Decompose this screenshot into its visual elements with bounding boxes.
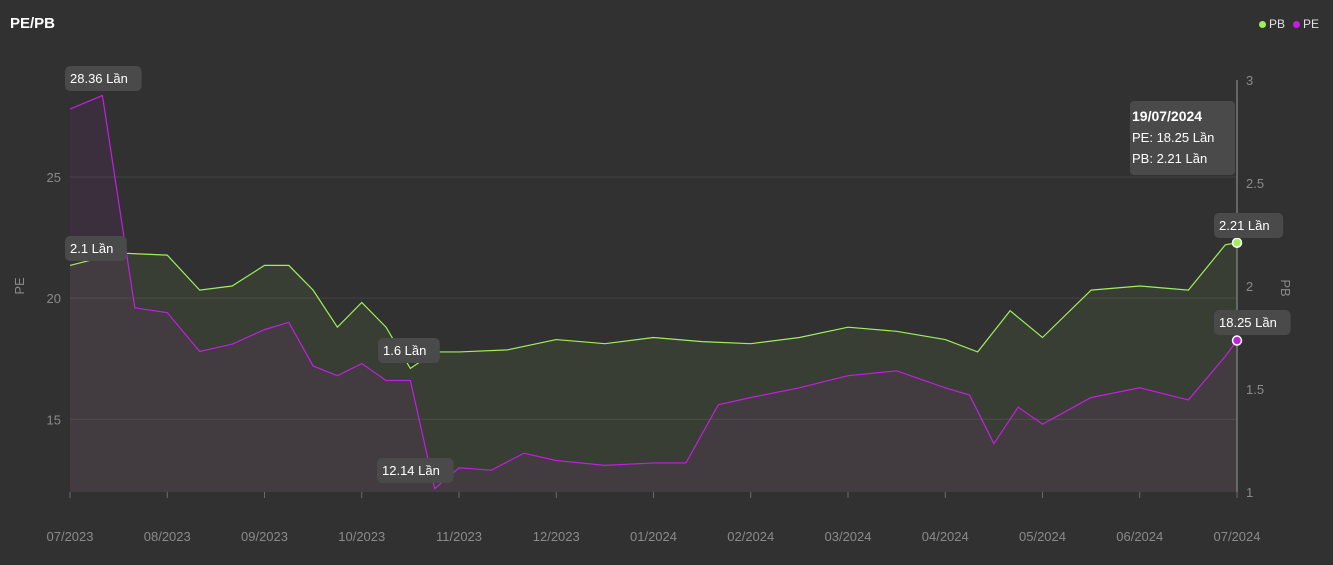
y-right-tick-label: 1.5 bbox=[1246, 382, 1264, 397]
tooltip-date: 19/07/2024 bbox=[1132, 108, 1203, 124]
x-tick-label: 12/2023 bbox=[533, 529, 580, 544]
pb-marker bbox=[1231, 237, 1243, 248]
y-right-tick-label: 2.5 bbox=[1246, 176, 1264, 191]
x-tick-label: 02/2024 bbox=[727, 529, 774, 544]
pe-min-label: 12.14 Lần bbox=[382, 463, 440, 478]
pe-marker bbox=[1231, 335, 1243, 346]
tooltip: 19/07/2024 PE: 18.25 Lần PB: 2.21 Lần bbox=[1130, 101, 1235, 175]
legend-item-pb[interactable]: PB bbox=[1258, 17, 1285, 31]
y-left-axis-title: PE bbox=[12, 277, 27, 295]
pb-area bbox=[70, 242, 1237, 492]
x-tick-label: 07/2024 bbox=[1214, 529, 1261, 544]
legend-label-pe: PE bbox=[1302, 17, 1319, 31]
pb-start-label: 2.1 Lần bbox=[70, 241, 113, 256]
tooltip-pb: PB: 2.21 Lần bbox=[1132, 151, 1208, 166]
pb-start-label-bg bbox=[65, 236, 127, 261]
pe-line bbox=[69, 94, 1238, 490]
legend-dot-pe bbox=[1292, 20, 1300, 28]
pe-min-label-bg bbox=[377, 458, 454, 483]
legend-dot-pb bbox=[1258, 20, 1266, 28]
x-tick-label: 04/2024 bbox=[922, 529, 969, 544]
x-tick-label: 06/2024 bbox=[1116, 529, 1163, 544]
legend: PB PE bbox=[1258, 17, 1319, 31]
chart-title: PE/PB bbox=[10, 15, 56, 32]
pe-end-label: 18.25 Lần bbox=[1219, 315, 1277, 330]
y-right-tick-label: 2 bbox=[1246, 279, 1253, 294]
x-tick-label: 11/2023 bbox=[436, 529, 482, 544]
x-tick-label: 07/2023 bbox=[47, 529, 94, 544]
pb-end-label: 2.21 Lần bbox=[1219, 218, 1270, 233]
x-tick-label: 03/2024 bbox=[825, 529, 872, 544]
pe-area bbox=[70, 95, 1237, 492]
y-left-tick-label: 25 bbox=[47, 170, 61, 185]
pe-max-label-bg bbox=[65, 66, 142, 91]
x-tick-label: 09/2023 bbox=[241, 529, 288, 544]
legend-label-pb: PB bbox=[1268, 17, 1285, 31]
pe-end-label-bg bbox=[1214, 310, 1291, 335]
y-left-tick-label: 15 bbox=[47, 412, 61, 427]
tooltip-pe: PE: 18.25 Lần bbox=[1132, 130, 1215, 145]
pb-min-label-bg bbox=[378, 338, 440, 363]
x-tick-label: 10/2023 bbox=[338, 529, 385, 544]
y-right-axis-title: PB bbox=[1278, 279, 1293, 296]
y-right-tick-label: 3 bbox=[1246, 73, 1253, 88]
x-tick-label: 01/2024 bbox=[630, 529, 677, 544]
x-tick-label: 08/2023 bbox=[144, 529, 191, 544]
pb-end-label-bg bbox=[1214, 213, 1284, 238]
legend-item-pe[interactable]: PE bbox=[1292, 17, 1319, 31]
y-right-tick-label: 1 bbox=[1246, 485, 1253, 500]
pe-max-label: 28.36 Lần bbox=[70, 71, 128, 86]
x-tick-label: 05/2024 bbox=[1019, 529, 1066, 544]
pb-line bbox=[69, 242, 1238, 370]
y-left-tick-label: 20 bbox=[47, 291, 61, 306]
pb-min-label: 1.6 Lần bbox=[383, 343, 426, 358]
